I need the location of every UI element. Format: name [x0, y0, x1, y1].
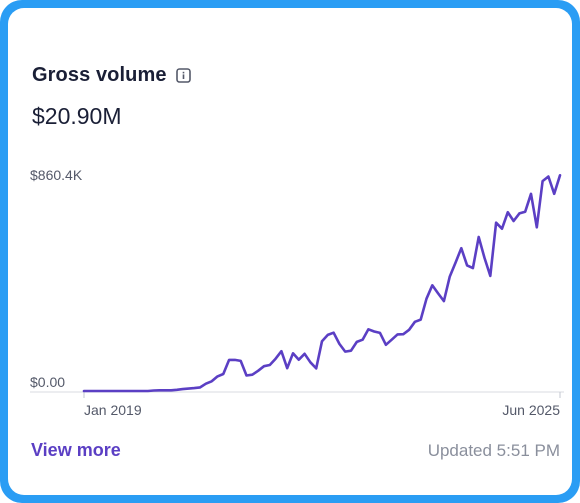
y-tick-label-max: $860.4K — [30, 167, 83, 183]
card-title: Gross volume — [32, 64, 167, 86]
info-icon[interactable] — [175, 68, 191, 83]
gross-volume-card: Gross volume $20.90M $860.4K $0.00 Jan 2… — [8, 8, 572, 495]
total-amount: $20.90M — [32, 103, 122, 129]
x-tick-label-start: Jan 2019 — [84, 402, 142, 418]
gross-volume-chart: $860.4K $0.00 Jan 2019 Jun 2025 — [30, 167, 564, 418]
y-tick-label-min: $0.00 — [30, 374, 65, 390]
x-tick-label-end: Jun 2025 — [502, 402, 560, 418]
view-more-link[interactable]: View more — [31, 440, 121, 460]
updated-timestamp: Updated 5:51 PM — [427, 441, 560, 460]
card-header: Gross volume — [32, 64, 191, 87]
series-line-gross-volume — [82, 173, 562, 393]
